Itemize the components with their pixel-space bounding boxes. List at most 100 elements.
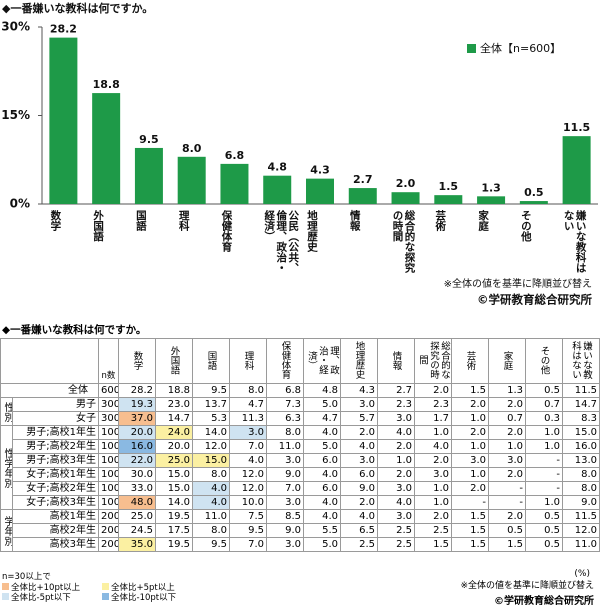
value-cell: 15.0 xyxy=(155,481,193,496)
value-cell: 2.5 xyxy=(340,537,378,552)
column-header-text: 情報 xyxy=(390,350,402,370)
column-header-text: その他 xyxy=(538,345,550,375)
data-row: 男子;高校2年生 100 16.0 20.0 12.0 7.0 11.0 5.0 4.0 2.0 4… xyxy=(1,439,600,454)
row-label: 男子;高校1年生 xyxy=(12,425,99,440)
value-cell: 2.0 xyxy=(414,383,452,398)
column-header-text: 総合的な探究の時間 xyxy=(417,341,450,379)
value-cell: 4.0 xyxy=(414,439,452,454)
value-cell: 48.0 xyxy=(118,495,156,510)
value-cell: - xyxy=(525,453,563,468)
value-cell: 8.0 xyxy=(562,481,600,496)
value-cell: 24.5 xyxy=(118,523,156,538)
value-cell: 3.0 xyxy=(377,481,415,496)
value-cell: 28.2 xyxy=(118,383,156,398)
value-cell: 9.0 xyxy=(266,523,304,538)
value-cell: 8.0 xyxy=(562,467,600,482)
value-cell: 16.0 xyxy=(118,439,156,454)
group-label: 学年別 xyxy=(0,509,13,552)
value-cell: 4.0 xyxy=(192,481,230,496)
column-header: 情報 xyxy=(377,338,415,384)
legend-line: 全体比-5pt以下 全体比-10pt以下 xyxy=(2,593,202,604)
value-cell: 12.0 xyxy=(562,523,600,538)
x-tick-label: 地理歴史 xyxy=(306,210,318,252)
value-cell: 16.0 xyxy=(562,439,600,454)
column-header: 芸術 xyxy=(451,338,489,384)
value-cell: 9.0 xyxy=(340,481,378,496)
value-label: 4.3 xyxy=(310,164,330,177)
x-tick-label: 総合的な探究の時間 xyxy=(391,210,416,273)
value-cell: 23.0 xyxy=(155,397,193,412)
value-cell: 5.0 xyxy=(303,537,341,552)
value-cell: 6.3 xyxy=(266,411,304,426)
value-cell: 1.0 xyxy=(525,495,563,510)
group-label: 性別 xyxy=(0,397,13,426)
value-label: 9.5 xyxy=(139,133,159,146)
n-cell: 600 xyxy=(98,383,119,398)
row-label: 高校3年生 xyxy=(12,537,99,552)
value-cell: - xyxy=(525,481,563,496)
value-cell: 2.0 xyxy=(451,397,489,412)
value-cell: 3.0 xyxy=(451,453,489,468)
value-cell: 4.0 xyxy=(377,425,415,440)
value-cell: 4.0 xyxy=(303,425,341,440)
data-row: 性学年別 男子;高校1年生 100 20.0 24.0 14.0 3.0 8.0 4.0 2.0 4… xyxy=(0,425,600,510)
value-cell: 17.5 xyxy=(155,523,193,538)
value-cell: 1.7 xyxy=(414,411,452,426)
row-label: 男子;高校3年生 xyxy=(12,453,99,468)
value-cell: 9.0 xyxy=(562,495,600,510)
value-cell: 7.5 xyxy=(229,509,267,524)
y-tick-label: 30% xyxy=(1,20,30,34)
total-row: 全体 600 28.2 18.8 9.5 8.0 6.8 4.8 4.3 2.7 2.0 1.5 1.3… xyxy=(0,383,600,398)
bar xyxy=(92,93,121,204)
legend-swatch xyxy=(467,44,476,53)
value-cell: 4.7 xyxy=(303,411,341,426)
chart: ◆一番嫌いな教科は何ですか。 0% 15% 30% 28.2 18.8 9.5 8.0 6.8… xyxy=(1,1,598,307)
value-cell: 3.0 xyxy=(377,411,415,426)
value-cell: 4.8 xyxy=(303,383,341,398)
value-cell: 1.0 xyxy=(414,481,452,496)
value-cell: 15.0 xyxy=(192,453,230,468)
bar xyxy=(220,163,249,204)
value-cell: 2.0 xyxy=(451,481,489,496)
value-cell: 0.5 xyxy=(488,523,526,538)
value-cell: 1.5 xyxy=(414,537,452,552)
x-tick-label: 家庭 xyxy=(477,210,490,231)
row-label: 高校1年生 xyxy=(12,509,99,524)
value-cell: 2.7 xyxy=(377,383,415,398)
value-cell: 2.3 xyxy=(414,397,452,412)
value-cell: 6.0 xyxy=(303,481,341,496)
value-cell: 1.5 xyxy=(451,523,489,538)
value-cell: 12.0 xyxy=(229,481,267,496)
legend-label: 全体【n=600】 xyxy=(480,41,561,55)
value-cell: 2.0 xyxy=(488,467,526,482)
x-tick-label: 数学 xyxy=(49,210,62,231)
bar xyxy=(348,188,377,204)
column-header-text: 芸術 xyxy=(464,350,476,370)
value-cell: 35.0 xyxy=(118,537,156,552)
row-label: 女子;高校1年生 xyxy=(12,467,99,482)
value-cell: 1.0 xyxy=(488,439,526,454)
value-cell: 9.5 xyxy=(229,523,267,538)
row-label: 男子;高校2年生 xyxy=(12,439,99,454)
value-label: 18.8 xyxy=(93,78,120,91)
legend-line: 全体比+10pt以上 全体比+5pt以上 xyxy=(2,582,202,594)
group-label-text: 性別 xyxy=(2,401,13,422)
value-cell: - xyxy=(488,481,526,496)
value-cell: 5.5 xyxy=(303,523,341,538)
value-cell: 8.3 xyxy=(562,411,600,426)
value-cell: 12.0 xyxy=(192,439,230,454)
value-cell: 4.7 xyxy=(229,397,267,412)
column-header-text: 理科 xyxy=(242,350,254,370)
row-label: 高校2年生 xyxy=(12,523,99,538)
value-cell: 12.0 xyxy=(229,467,267,482)
legend-item: 全体比-10pt以下 xyxy=(102,593,202,604)
column-header: 保健体育 xyxy=(266,338,304,384)
value-cell: 2.5 xyxy=(414,523,452,538)
n-cell: 100 xyxy=(98,439,119,454)
value-cell: 11.0 xyxy=(266,439,304,454)
legend-swatch xyxy=(2,593,9,600)
value-cell: 2.5 xyxy=(377,537,415,552)
legend-label: 全体比-10pt以下 xyxy=(111,593,177,603)
value-cell: 14.0 xyxy=(155,495,193,510)
column-header: 公民（公共、倫理、政治・経済） xyxy=(303,338,341,384)
